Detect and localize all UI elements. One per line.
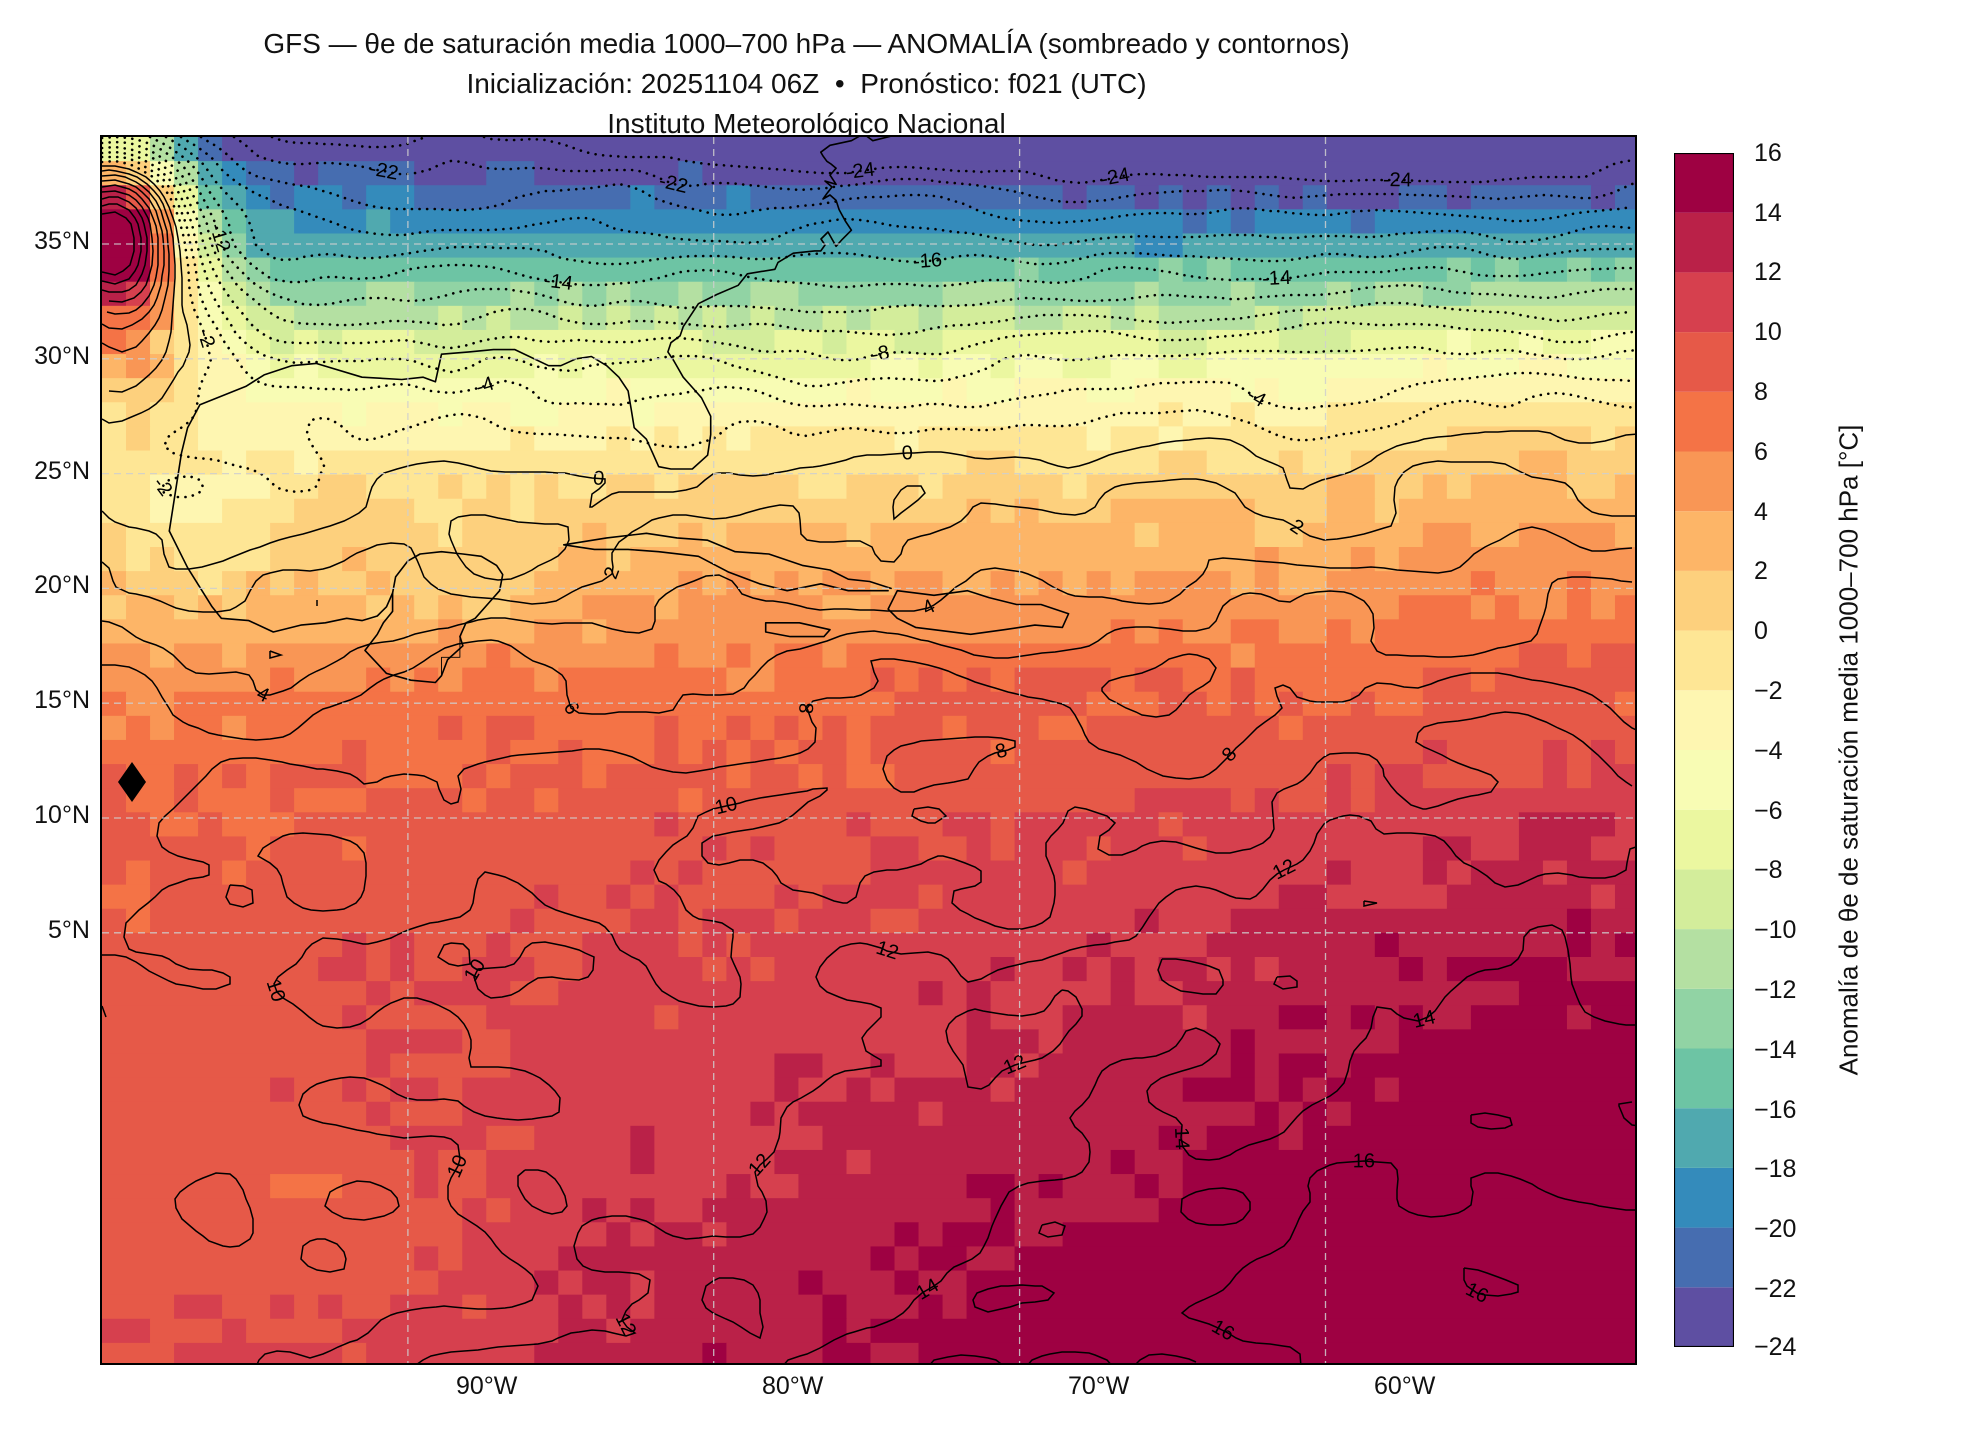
- svg-text:0: 0: [592, 467, 605, 490]
- svg-text:8: 8: [796, 702, 819, 714]
- svg-text:-8: -8: [870, 342, 891, 367]
- svg-text:-24: -24: [1383, 169, 1412, 191]
- svg-text:-24: -24: [845, 159, 876, 184]
- svg-text:-14: -14: [543, 269, 574, 295]
- svg-text:16: 16: [1353, 1150, 1375, 1172]
- svg-text:-16: -16: [912, 249, 942, 273]
- svg-text:14: 14: [1170, 1127, 1193, 1150]
- svg-text:-14: -14: [1262, 267, 1292, 290]
- svg-text:0: 0: [901, 442, 914, 465]
